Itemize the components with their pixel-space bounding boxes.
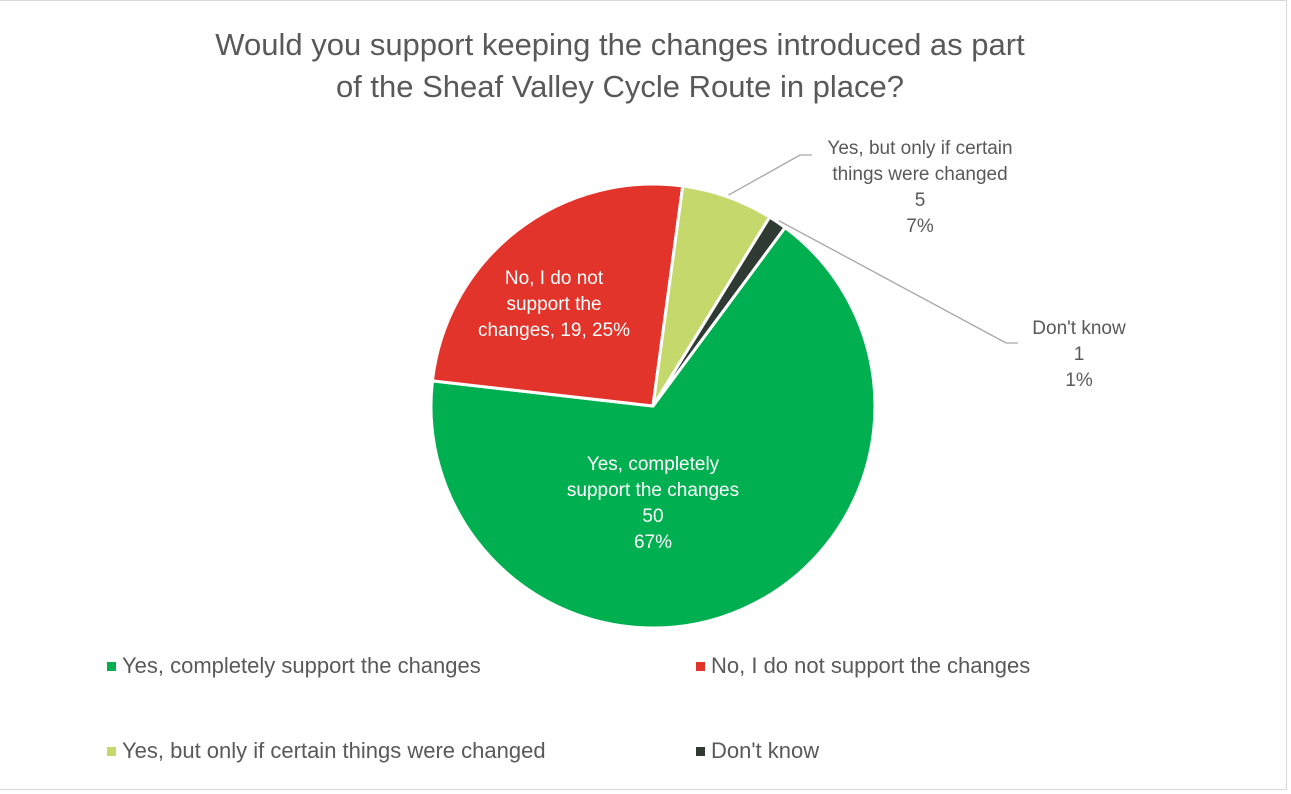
legend-label-0: Yes, completely support the changes	[122, 653, 481, 678]
legend-swatch-0	[107, 661, 116, 671]
pie-slice-0	[429, 226, 877, 630]
data-label-0: Yes, completely support the changes 50 67%	[567, 454, 739, 553]
legend-label-1: No, I do not support the changes	[711, 653, 1031, 678]
legend-item-3: Don't know	[696, 738, 819, 764]
chart-title: Would you support keeping the changes in…	[100, 24, 1140, 108]
chart-title-line-2: of the Sheaf Valley Cycle Route in place…	[335, 69, 905, 104]
data-label-2: Yes, but only if certain things were chan…	[827, 138, 1012, 237]
legend-label-3: Don't know	[711, 738, 820, 763]
legend-swatch-1	[696, 661, 705, 671]
pie-slice-3	[651, 215, 787, 408]
legend-swatch-3	[696, 746, 705, 756]
legend-item-1: No, I do not support the changes	[696, 653, 1030, 679]
pie-slice-1	[430, 182, 685, 408]
legend-swatch-2	[107, 746, 116, 756]
leader-line-3	[778, 219, 1018, 344]
chart-title-line-1: Would you support keeping the changes in…	[215, 27, 1025, 62]
legend-label-2: Yes, but only if certain things were cha…	[122, 738, 546, 763]
data-label-3: Don't know 1 1%	[1032, 318, 1126, 391]
leader-line-2	[728, 154, 812, 196]
legend-item-0: Yes, completely support the changes	[107, 653, 481, 679]
legend-item-2: Yes, but only if certain things were cha…	[107, 738, 546, 764]
data-label-1: No, I do not support the changes, 19, 25%	[478, 268, 630, 341]
